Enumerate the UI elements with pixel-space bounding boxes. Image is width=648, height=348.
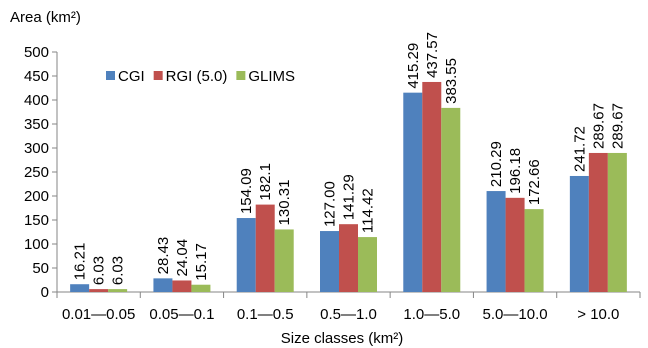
x-tick-label: 1.0—5.0 bbox=[403, 306, 460, 323]
data-label: 289.67 bbox=[609, 103, 626, 149]
data-label: 24.04 bbox=[174, 239, 191, 277]
data-label: 415.29 bbox=[405, 43, 422, 89]
y-axis-label: Area (km²) bbox=[10, 9, 81, 26]
data-label: 172.66 bbox=[526, 159, 543, 205]
bar bbox=[70, 284, 90, 292]
data-label: 16.21 bbox=[72, 243, 89, 281]
data-label: 6.03 bbox=[91, 256, 108, 285]
bar bbox=[153, 278, 173, 292]
legend-label: RGI (5.0) bbox=[166, 68, 228, 85]
y-tick-label: 50 bbox=[32, 260, 49, 277]
x-tick-label: 0.5—1.0 bbox=[320, 306, 377, 323]
x-tick-label: 5.0—10.0 bbox=[483, 306, 548, 323]
data-label: 437.57 bbox=[424, 32, 441, 78]
bar bbox=[89, 289, 109, 292]
bar bbox=[505, 197, 525, 292]
x-axis-label: Size classes (km²) bbox=[281, 330, 404, 347]
y-tick-label: 300 bbox=[24, 140, 49, 157]
x-tick-label: 0.05—0.1 bbox=[149, 306, 214, 323]
legend-label: CGI bbox=[118, 68, 145, 85]
legend-label: GLIMS bbox=[248, 68, 295, 85]
data-label: 127.00 bbox=[322, 181, 339, 227]
y-tick-label: 350 bbox=[24, 116, 49, 133]
data-label: 196.18 bbox=[507, 148, 524, 194]
data-label: 210.29 bbox=[488, 141, 505, 187]
y-tick-label: 100 bbox=[24, 236, 49, 253]
data-label: 289.67 bbox=[590, 103, 607, 149]
data-labels: 16.21 28.43 154.09 127.00 415.29 210.29 241.72… bbox=[72, 32, 627, 285]
y-tick-label: 250 bbox=[24, 164, 49, 181]
bar bbox=[588, 152, 608, 292]
y-tick-label: 400 bbox=[24, 92, 49, 109]
y-tick-label: 150 bbox=[24, 212, 49, 229]
bar bbox=[358, 237, 377, 292]
y-axis: 0 50 100 150 200 250 300 350 400 450 500 bbox=[24, 44, 58, 301]
bar bbox=[255, 204, 275, 292]
data-label: 130.31 bbox=[276, 180, 293, 226]
bar bbox=[274, 229, 294, 292]
bar bbox=[607, 152, 627, 292]
y-tick-label: 200 bbox=[24, 188, 49, 205]
legend-swatch bbox=[236, 71, 246, 80]
bar bbox=[320, 231, 339, 292]
bar bbox=[569, 175, 589, 292]
legend: CGI RGI (5.0) GLIMS bbox=[106, 68, 295, 85]
x-tick-label: 0.1—0.5 bbox=[237, 306, 294, 323]
bars bbox=[70, 81, 627, 292]
data-label: 383.55 bbox=[443, 58, 460, 104]
data-label: 15.17 bbox=[193, 243, 210, 281]
data-label: 6.03 bbox=[110, 256, 127, 285]
x-tick-label: 0.01—0.05 bbox=[62, 306, 135, 323]
bar bbox=[236, 218, 256, 292]
y-tick-label: 450 bbox=[24, 68, 49, 85]
legend-swatch bbox=[106, 71, 115, 80]
x-axis: 0.01—0.05 0.05—0.1 0.1—0.5 0.5—1.0 1.0—5.0 5.… bbox=[56, 291, 641, 323]
legend-swatch bbox=[153, 71, 163, 80]
data-label: 241.72 bbox=[571, 126, 588, 172]
data-label: 28.43 bbox=[155, 237, 172, 275]
bar bbox=[191, 284, 211, 292]
bar bbox=[108, 289, 128, 292]
data-label: 114.42 bbox=[360, 188, 377, 233]
bar bbox=[422, 81, 442, 292]
bar bbox=[403, 92, 423, 292]
bar bbox=[172, 280, 192, 292]
data-label: 141.29 bbox=[341, 174, 358, 220]
y-tick-label: 0 bbox=[41, 284, 49, 301]
data-label: 154.09 bbox=[238, 168, 255, 214]
bar bbox=[524, 209, 544, 292]
y-tick-label: 500 bbox=[24, 44, 49, 61]
bar bbox=[441, 107, 461, 292]
data-label: 182.1 bbox=[257, 163, 274, 201]
bar bbox=[486, 191, 506, 292]
bar bbox=[339, 224, 358, 292]
x-tick-label: > 10.0 bbox=[577, 306, 619, 323]
